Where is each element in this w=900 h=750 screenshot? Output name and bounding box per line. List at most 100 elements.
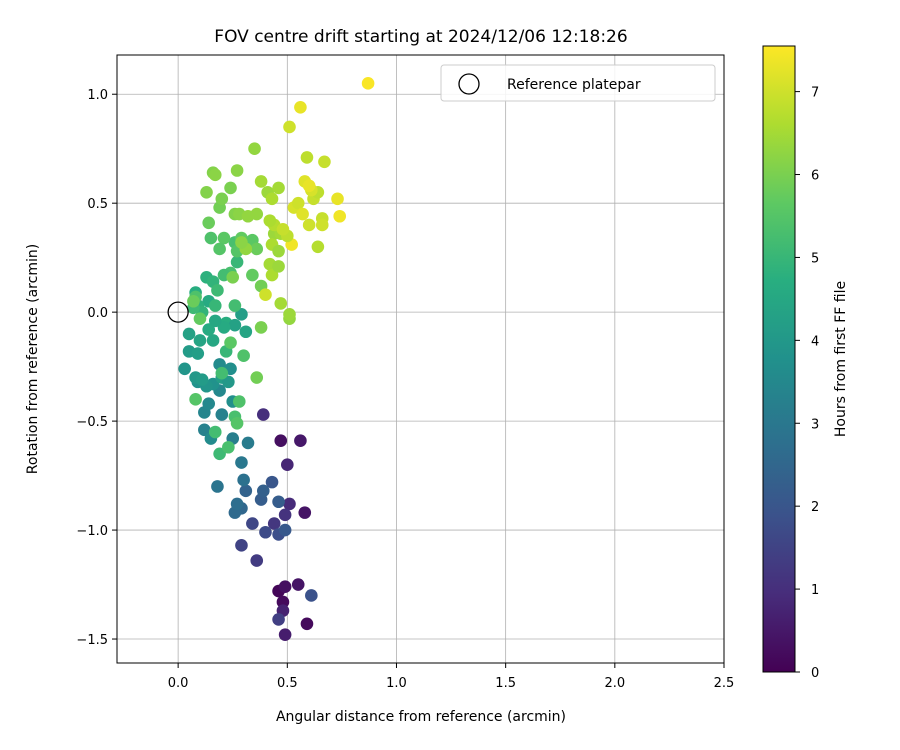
scatter-point xyxy=(272,244,285,258)
colorbar-tick-label: 4 xyxy=(811,334,819,349)
scatter-point xyxy=(208,299,222,312)
legend-entry-reference-platepar: Reference platepar xyxy=(507,77,641,93)
colorbar: 0 1 2 3 4 5 6 7 Hours from first FF file xyxy=(762,45,849,681)
scatter-point xyxy=(195,373,209,387)
scatter-point xyxy=(248,142,261,156)
x-tick-label: 0.0 xyxy=(168,676,189,691)
scatter-point xyxy=(259,525,272,539)
legend-box xyxy=(440,64,716,102)
scatter-point xyxy=(259,288,272,302)
scatter-point xyxy=(300,151,314,164)
y-tick-label: 0.5 xyxy=(87,197,108,212)
scatter-point xyxy=(267,517,281,530)
scatter-point xyxy=(224,181,237,195)
scatter-point xyxy=(281,458,294,471)
scatter-point xyxy=(263,214,277,227)
scatter-point xyxy=(178,362,191,376)
scatter-point xyxy=(191,347,205,360)
scatter-point xyxy=(256,484,270,498)
scatter-point xyxy=(283,308,296,321)
scatter-point xyxy=(198,423,211,437)
scatter-point xyxy=(237,473,250,487)
scatter-point xyxy=(228,318,242,332)
scatter-point xyxy=(265,268,279,282)
x-tick-label: 2.0 xyxy=(604,676,625,691)
scatter-point xyxy=(224,336,237,349)
chart-title: FOV centre drift starting at 2024/12/06 … xyxy=(214,27,627,47)
scatter-point xyxy=(254,175,268,188)
scatter-point xyxy=(250,242,264,256)
scatter-point xyxy=(211,480,224,493)
scatter-point xyxy=(202,397,216,410)
scatter-point xyxy=(331,192,344,206)
x-axis-label: Angular distance from reference (arcmin) xyxy=(276,709,566,725)
scatter-point xyxy=(254,321,268,334)
scatter-point xyxy=(206,334,220,347)
scatter-point xyxy=(202,216,216,230)
scatter-point xyxy=(300,617,314,631)
scatter-point xyxy=(230,497,244,511)
scatter-point xyxy=(256,408,270,421)
scatter-point xyxy=(272,260,285,273)
legend-marker-icon xyxy=(458,73,480,95)
scatter-point xyxy=(294,101,307,114)
y-tick-label: −0.5 xyxy=(76,415,108,430)
y-axis-label: Rotation from reference (arcmin) xyxy=(25,244,41,474)
scatter-point xyxy=(215,192,229,206)
scatter-point xyxy=(211,284,224,297)
scatter-point xyxy=(265,192,279,206)
scatter-point xyxy=(283,497,296,511)
y-axis-ticks: −1.5 −1.0 −0.5 0.0 0.5 1.0 xyxy=(76,88,117,648)
scatter-point xyxy=(235,308,248,321)
scatter-point xyxy=(204,231,218,245)
scatter-point xyxy=(296,207,309,221)
scatter-point xyxy=(239,484,253,498)
scatter-point xyxy=(274,434,288,448)
scatter-point xyxy=(333,209,347,223)
scatter-point xyxy=(230,416,244,430)
colorbar-tick-label: 2 xyxy=(811,500,819,515)
scatter-point xyxy=(193,312,207,325)
scatter-point xyxy=(302,218,316,232)
scatter-point xyxy=(230,255,244,269)
legend: Reference platepar xyxy=(440,64,716,102)
scatter-point xyxy=(276,223,290,236)
scatter-point xyxy=(222,375,235,389)
colorbar-tick-label: 1 xyxy=(811,583,819,598)
scatter-point xyxy=(241,436,255,450)
scatter-point xyxy=(215,408,229,421)
y-tick-label: 0.0 xyxy=(87,306,108,321)
scatter-point xyxy=(250,554,264,567)
scatter-point xyxy=(250,371,264,384)
scatter-point xyxy=(213,242,226,256)
plot-frame xyxy=(116,54,725,664)
scatter-point xyxy=(208,425,222,439)
colorbar-tick-label: 7 xyxy=(811,86,819,101)
scatter-point xyxy=(246,268,259,282)
scatter-point xyxy=(272,613,285,626)
scatter-point xyxy=(208,168,222,182)
scatter-point xyxy=(291,196,305,210)
scatter-point xyxy=(298,506,312,519)
x-tick-label: 1.0 xyxy=(386,676,407,691)
x-tick-label: 2.5 xyxy=(714,676,735,691)
scatter-point xyxy=(291,578,305,591)
colorbar-tick-label: 5 xyxy=(811,251,819,266)
scatter-point xyxy=(226,270,240,284)
scatter-point xyxy=(274,297,288,310)
scatter-point xyxy=(278,523,292,537)
scatter-point xyxy=(189,393,202,406)
scatter-point xyxy=(235,456,248,469)
scatter-point xyxy=(222,440,235,454)
scatter-point xyxy=(278,508,292,522)
scatter-point xyxy=(315,218,329,232)
scatter-point xyxy=(311,240,325,254)
scatter-point xyxy=(232,395,246,408)
scatter-point xyxy=(241,209,255,223)
scatter-point xyxy=(202,323,216,336)
scatter-point xyxy=(276,595,290,609)
scatter-point xyxy=(213,447,226,461)
scatter-point xyxy=(283,120,296,134)
scatter-point xyxy=(294,434,307,448)
colorbar-tick-label: 6 xyxy=(811,169,819,184)
